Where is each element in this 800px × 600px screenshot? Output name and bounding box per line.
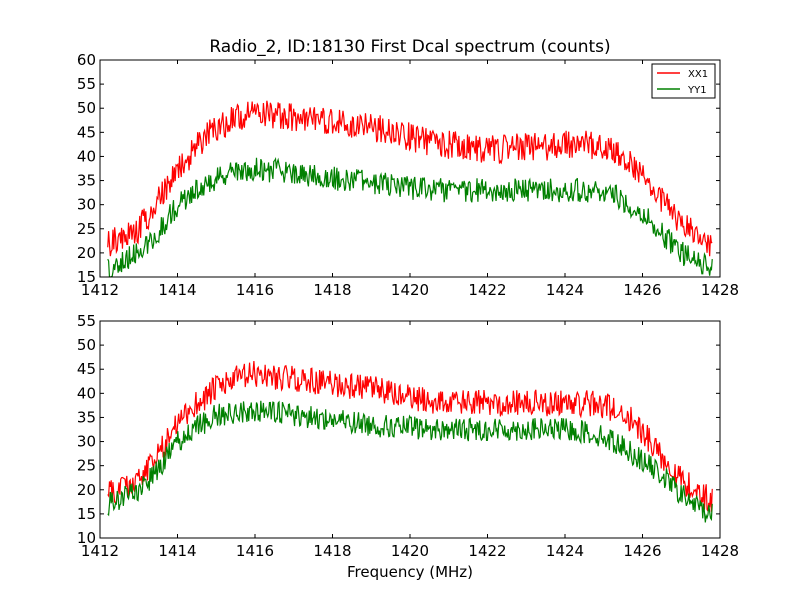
x-axis-label: Frequency (MHz) — [347, 563, 473, 581]
figure-title: Radio_2, ID:18130 First Dcal spectrum (c… — [209, 37, 610, 57]
y-tick-label: 20 — [77, 481, 96, 499]
x-tick-label: 1422 — [468, 542, 506, 560]
y-tick-label: 45 — [77, 360, 96, 378]
x-tick-label: 1420 — [391, 281, 429, 299]
x-tick-label: 1418 — [313, 281, 351, 299]
y-tick-label: 25 — [77, 457, 96, 475]
y-tick-label: 50 — [77, 336, 96, 354]
x-tick-label: 1424 — [546, 542, 584, 560]
legend-label-xx1: XX1 — [688, 69, 708, 80]
series-line-xx1 — [107, 100, 713, 257]
legend-label-yy1: YY1 — [687, 85, 707, 96]
y-tick-label: 15 — [77, 505, 96, 523]
x-tick-label: 1424 — [546, 281, 584, 299]
y-tick-label: 45 — [77, 123, 96, 141]
y-tick-label: 55 — [77, 75, 96, 93]
y-tick-label: 35 — [77, 408, 96, 426]
x-tick-label: 1416 — [236, 281, 274, 299]
y-tick-label: 10 — [77, 529, 96, 547]
y-tick-label: 40 — [77, 147, 96, 165]
legend-frame — [651, 63, 716, 99]
x-tick-label: 1422 — [468, 281, 506, 299]
x-tick-label: 1414 — [158, 542, 196, 560]
x-tick-label: 1426 — [623, 542, 661, 560]
y-tick-label: 35 — [77, 172, 96, 190]
y-tick-label: 60 — [77, 51, 96, 69]
x-tick-label: 1412 — [81, 542, 119, 560]
top-spectrum-panel: 1412 1414 1416 1418 1420 1422 1424 1426 1428 15 20… — [77, 51, 739, 299]
bottom-spectrum-panel: 1412 1414 1416 1418 1420 1422 1424 1426 1428 10 15… — [77, 312, 739, 560]
y-tick-label: 30 — [77, 433, 96, 451]
legend: XX1 YY1 — [651, 63, 716, 99]
series-line-yy1 — [107, 156, 713, 277]
x-tick-label: 1416 — [236, 542, 274, 560]
x-tick-label: 1418 — [313, 542, 351, 560]
x-tick-label: 1412 — [81, 281, 119, 299]
x-tick-label: 1420 — [391, 542, 429, 560]
y-tick-label: 30 — [77, 196, 96, 214]
y-tick-label: 25 — [77, 220, 96, 238]
y-tick-label: 15 — [77, 268, 96, 286]
y-tick-label: 55 — [77, 312, 96, 330]
series-line-red — [107, 360, 713, 513]
y-tick-label: 50 — [77, 99, 96, 117]
x-tick-label: 1428 — [701, 281, 739, 299]
y-tick-label: 40 — [77, 384, 96, 402]
series-line-green — [107, 400, 713, 523]
x-tick-label: 1428 — [701, 542, 739, 560]
x-tick-label: 1414 — [158, 281, 196, 299]
y-tick-label: 20 — [77, 244, 96, 262]
x-tick-label: 1426 — [623, 281, 661, 299]
